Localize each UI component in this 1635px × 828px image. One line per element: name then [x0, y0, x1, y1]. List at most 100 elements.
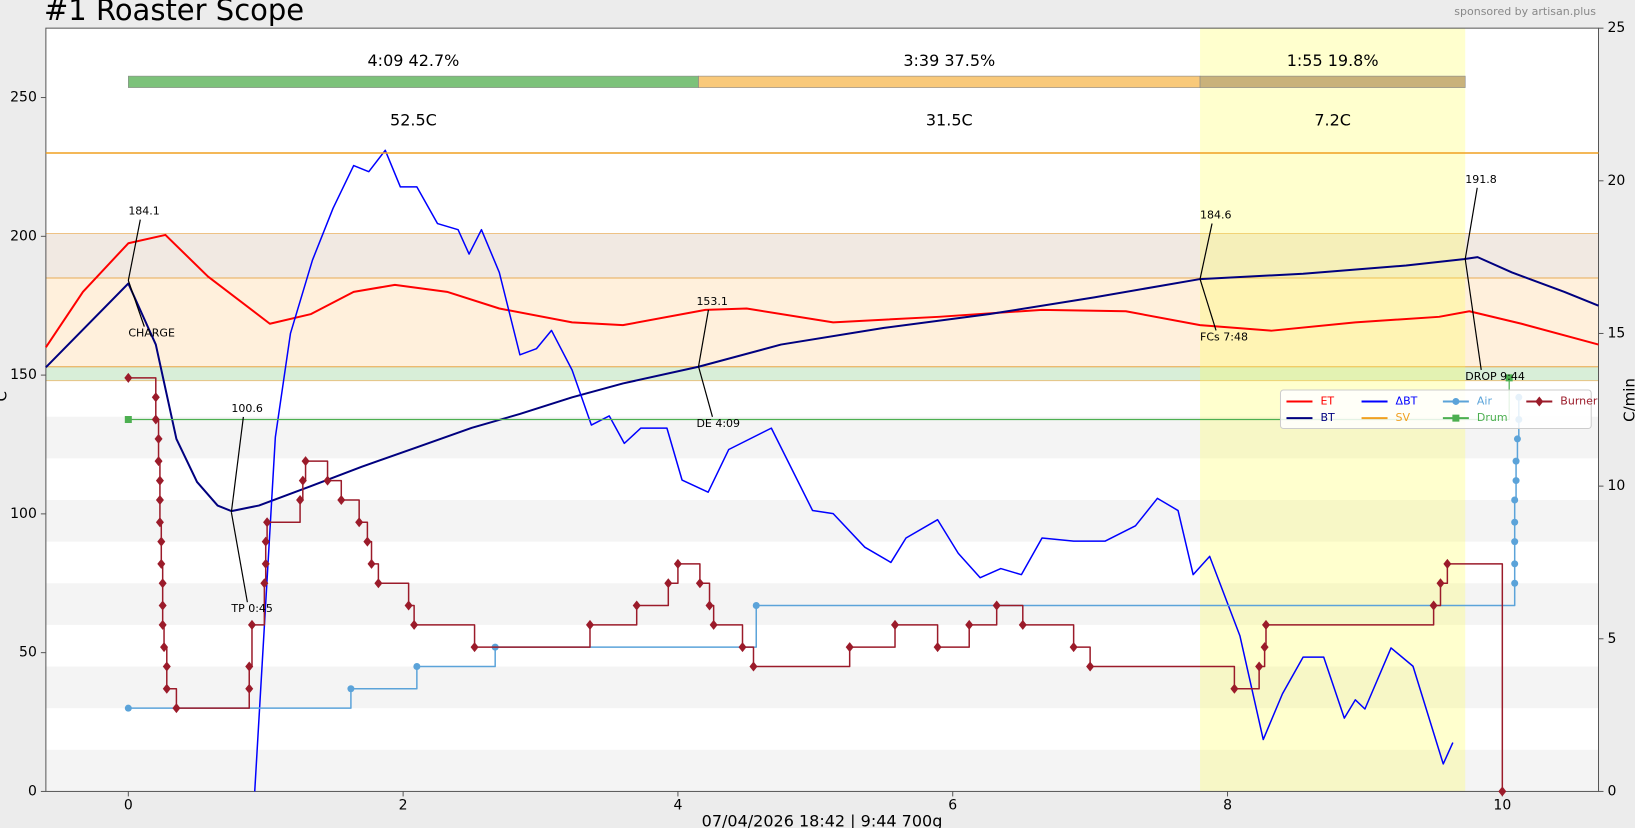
- annotation-line: [127, 280, 145, 327]
- burner-marker: [247, 619, 256, 630]
- x-tick-label: 2: [399, 797, 408, 813]
- burner-marker: [154, 433, 163, 444]
- burner-marker: [1018, 619, 1027, 630]
- stripe: [45, 666, 1599, 709]
- phase-bar: [128, 75, 699, 88]
- event-name-label: FCs 7:48: [1200, 330, 1248, 343]
- legend-box: [1279, 389, 1592, 430]
- legend-marker: [1452, 397, 1460, 405]
- burner-marker: [738, 642, 747, 653]
- burner-marker: [124, 372, 133, 383]
- legend-label: ΔBT: [1396, 394, 1418, 407]
- burner-marker: [1436, 578, 1445, 589]
- y2-axis-label: C/min: [1621, 378, 1635, 422]
- event-name-label: DE 4:09: [696, 417, 740, 430]
- legend-marker: [1535, 396, 1544, 407]
- burner-marker: [245, 683, 254, 694]
- burner-marker: [158, 619, 167, 630]
- phase-delta: 7.2C: [1314, 110, 1351, 129]
- legend-label: Burner: [1560, 394, 1598, 407]
- annotation-line: [1464, 258, 1482, 370]
- burner-marker: [155, 494, 164, 505]
- y-axis-label: °C: [0, 391, 11, 409]
- event-temp-label: 153.1: [696, 295, 728, 308]
- burner-marker: [632, 600, 641, 611]
- y2-tick-label: 5: [1608, 631, 1617, 647]
- phase-band: [45, 366, 1599, 381]
- x-tick-label: 0: [124, 797, 133, 813]
- x-tick-label: 6: [948, 797, 957, 813]
- burner-marker: [1498, 786, 1507, 797]
- x-tick-label: 8: [1223, 797, 1232, 813]
- burner-marker: [664, 578, 673, 589]
- burner-marker: [158, 600, 167, 611]
- y-tick-label: 200: [10, 228, 37, 244]
- x-tick-label: 4: [673, 797, 682, 813]
- burner-marker: [1443, 558, 1452, 569]
- phase-label: 1:55 19.8%: [1287, 51, 1379, 70]
- burner-marker: [151, 392, 160, 403]
- air-marker: [1511, 579, 1519, 587]
- burner-marker: [749, 661, 758, 672]
- phase-bar: [1199, 75, 1466, 88]
- burner-marker: [404, 600, 413, 611]
- burner-marker: [260, 578, 269, 589]
- burner-marker: [374, 578, 383, 589]
- y2-tick-label: 15: [1608, 325, 1626, 341]
- chart-title: #1 Roaster Scope: [44, 0, 304, 27]
- air-marker: [347, 685, 355, 693]
- y2-tick-label: 25: [1608, 20, 1626, 36]
- burner-marker: [585, 619, 594, 630]
- burner-marker: [355, 517, 364, 528]
- legend-label: Drum: [1477, 411, 1508, 424]
- burner-marker: [160, 642, 169, 653]
- air-marker: [1511, 560, 1519, 568]
- phase-delta: 52.5C: [390, 110, 437, 129]
- stripe: [45, 499, 1599, 542]
- burner-marker: [337, 494, 346, 505]
- burner-marker: [1255, 661, 1264, 672]
- burner-marker: [410, 619, 419, 630]
- air-marker: [752, 601, 760, 609]
- burner-marker: [155, 475, 164, 486]
- stripe: [45, 749, 1599, 792]
- burner-marker: [845, 642, 854, 653]
- y2-tick-label: 10: [1608, 478, 1626, 494]
- event-name-label: DROP 9:44: [1465, 370, 1525, 383]
- burner-marker: [992, 600, 1001, 611]
- series-line: [253, 149, 1454, 792]
- burner-marker: [154, 456, 163, 467]
- air-marker: [413, 663, 421, 671]
- series-line: [45, 233, 1599, 348]
- annotation-line: [230, 512, 248, 603]
- burner-marker: [363, 536, 372, 547]
- annotation-line: [697, 309, 710, 367]
- burner-marker: [1230, 683, 1239, 694]
- burner-marker: [705, 600, 714, 611]
- sponsor: sponsored by artisan.plus: [1454, 5, 1596, 18]
- legend-marker: [1452, 414, 1460, 422]
- burner-marker: [301, 456, 310, 467]
- air-marker: [1512, 477, 1520, 485]
- burner-marker: [157, 536, 166, 547]
- series-line: [45, 256, 1599, 513]
- burner-marker: [1260, 642, 1269, 653]
- phase-label: 4:09 42.7%: [368, 51, 460, 70]
- air-marker: [1511, 496, 1519, 504]
- burner-marker: [1429, 600, 1438, 611]
- burner-marker: [172, 703, 181, 714]
- air-marker: [1512, 457, 1520, 465]
- air-marker: [1511, 518, 1519, 526]
- burner-marker: [261, 558, 270, 569]
- burner-marker: [263, 517, 272, 528]
- annotation-line: [1199, 278, 1217, 331]
- series-line: [128, 377, 1504, 792]
- annotation-line: [230, 416, 244, 513]
- burner-marker: [709, 619, 718, 630]
- phase-band: [45, 277, 1599, 367]
- air-marker: [1511, 538, 1519, 546]
- phase-bar: [698, 75, 1201, 88]
- phase-label: 3:39 37.5%: [903, 51, 995, 70]
- event-name-label: CHARGE: [128, 327, 175, 340]
